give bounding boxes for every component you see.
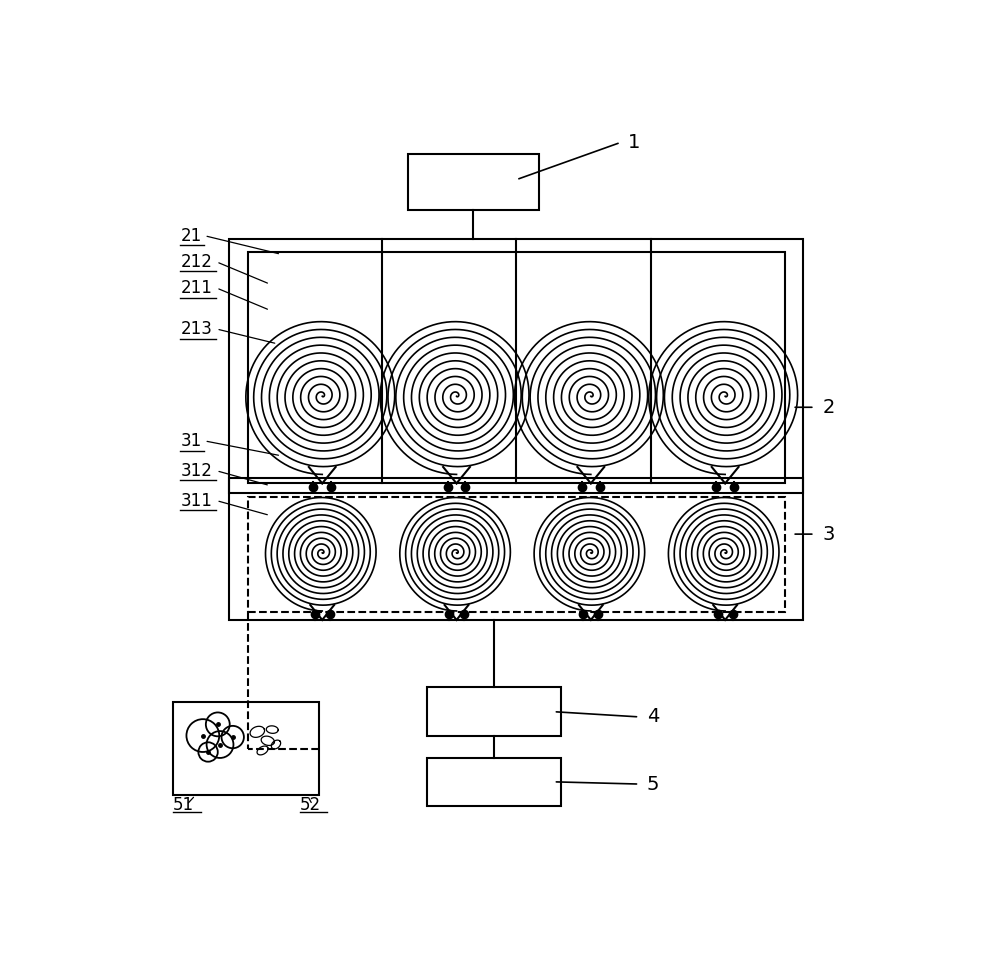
Text: 1: 1	[628, 133, 641, 152]
Bar	[427, 758, 561, 806]
Bar	[229, 239, 803, 493]
Text: 311: 311	[180, 491, 212, 510]
Text: 312: 312	[180, 461, 212, 480]
Bar	[248, 252, 785, 484]
Text: 52: 52	[300, 796, 321, 814]
Text: 211: 211	[180, 279, 212, 297]
Bar	[427, 687, 561, 735]
Text: 31: 31	[180, 432, 202, 450]
Text: 5: 5	[647, 774, 659, 794]
Text: 51: 51	[173, 796, 194, 814]
Text: 3: 3	[822, 524, 835, 544]
Text: 2: 2	[822, 397, 835, 417]
Bar	[229, 478, 803, 620]
Text: 212: 212	[180, 253, 212, 270]
Bar	[408, 154, 539, 209]
Bar	[173, 702, 319, 796]
Bar	[248, 497, 785, 612]
Text: 4: 4	[647, 707, 659, 727]
Text: 213: 213	[180, 320, 212, 338]
Text: 21: 21	[180, 227, 202, 244]
